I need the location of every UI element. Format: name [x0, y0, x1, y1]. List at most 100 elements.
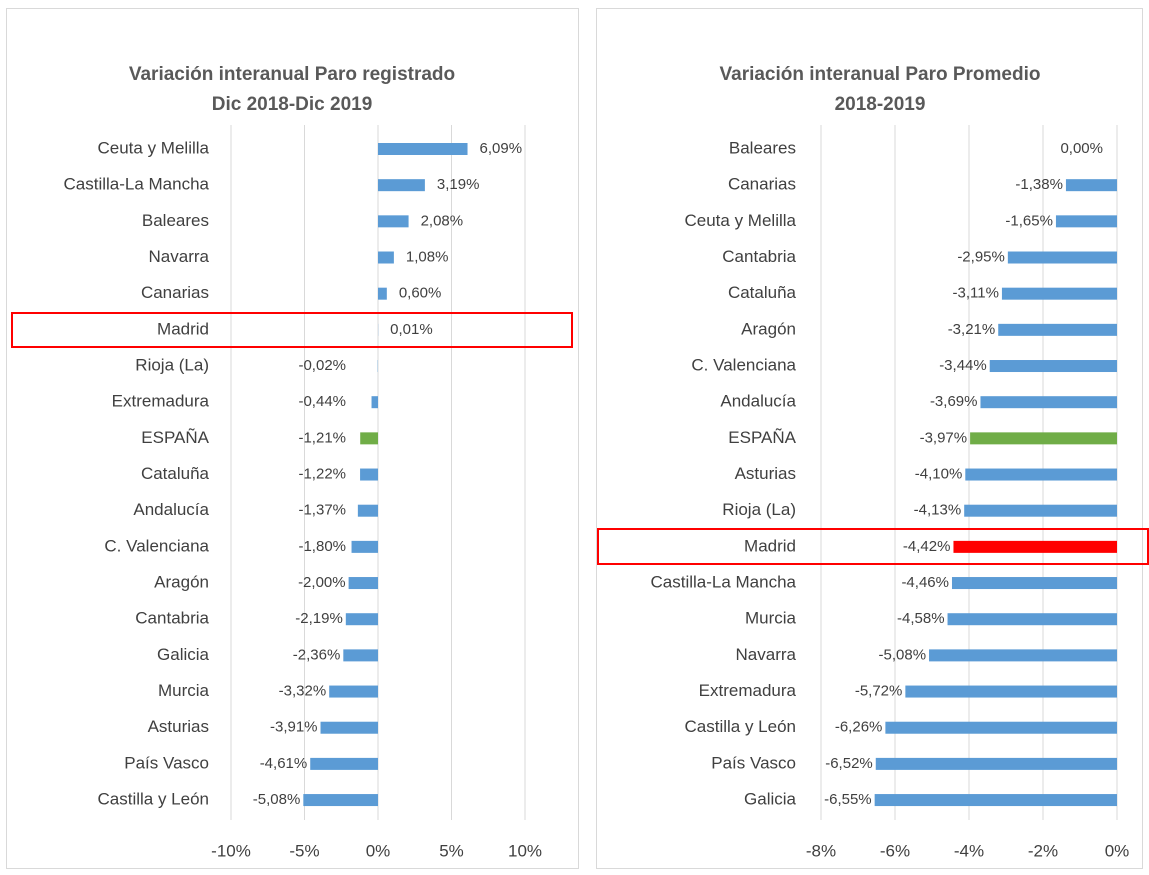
category-label: País Vasco — [711, 753, 796, 772]
x-tick-label: 0% — [1105, 841, 1130, 860]
value-label: -5,72% — [855, 683, 903, 700]
bar — [360, 432, 378, 445]
value-label: 0,60% — [399, 285, 442, 302]
category-label: Extremadura — [699, 681, 797, 700]
value-label: -4,58% — [897, 610, 945, 627]
chart-title: Variación interanual Paro Promedio — [720, 64, 1041, 85]
x-tick-label: -6% — [880, 841, 910, 860]
category-label: Madrid — [157, 319, 209, 338]
value-label: -2,00% — [298, 574, 346, 591]
bar — [980, 396, 1117, 409]
bar — [1065, 179, 1117, 192]
category-label: Canarias — [141, 283, 209, 302]
category-label: Murcia — [745, 609, 797, 628]
category-label: Castilla y León — [684, 717, 796, 736]
category-label: Madrid — [744, 536, 796, 555]
category-label: Cantabria — [135, 609, 209, 628]
value-label: -1,37% — [298, 502, 346, 519]
category-label: ESPAÑA — [728, 428, 796, 447]
value-label: -5,08% — [253, 791, 301, 808]
category-label: Castilla-La Mancha — [650, 573, 796, 592]
value-label: -3,32% — [279, 683, 327, 700]
bar — [970, 432, 1117, 445]
x-tick-label: 0% — [366, 841, 391, 860]
value-label: -2,19% — [295, 610, 343, 627]
chart-title: Variación interanual Paro registrado — [129, 64, 455, 85]
bar — [357, 504, 378, 517]
value-label: -4,13% — [914, 502, 962, 519]
category-label: Rioja (La) — [135, 356, 209, 375]
value-label: 3,19% — [437, 176, 480, 193]
category-label: Castilla y León — [97, 790, 209, 809]
bar — [874, 794, 1117, 807]
chart-title: Dic 2018-Dic 2019 — [212, 94, 373, 115]
category-label: Andalucía — [720, 392, 796, 411]
value-label: -1,21% — [298, 429, 346, 446]
value-label: -4,61% — [260, 755, 308, 772]
bar — [947, 613, 1117, 626]
bar — [320, 721, 378, 734]
category-label: Baleares — [729, 138, 796, 157]
bar — [378, 143, 468, 155]
bar — [378, 179, 425, 192]
bar — [885, 721, 1117, 734]
category-label: Galicia — [744, 790, 797, 809]
value-label: -3,91% — [270, 719, 318, 736]
value-label: -3,69% — [930, 393, 978, 410]
bar — [929, 649, 1117, 662]
value-label: -6,52% — [825, 755, 873, 772]
bar — [964, 504, 1117, 517]
value-label: -6,26% — [835, 719, 883, 736]
x-tick-label: 10% — [508, 841, 542, 860]
category-label: Aragón — [154, 573, 209, 592]
category-label: Navarra — [736, 645, 797, 664]
category-label: Navarra — [149, 247, 210, 266]
value-label: -0,02% — [298, 357, 346, 374]
highlight-box — [11, 312, 573, 348]
bar — [345, 613, 378, 626]
bar — [360, 468, 378, 481]
x-tick-label: -2% — [1028, 841, 1058, 860]
bar — [1055, 215, 1117, 228]
value-label: -5,08% — [879, 646, 927, 663]
category-label: Castilla-La Mancha — [63, 175, 209, 194]
value-label: -1,80% — [298, 538, 346, 555]
value-label: -6,55% — [824, 791, 872, 808]
category-label: Aragón — [741, 319, 796, 338]
category-label: Rioja (La) — [722, 500, 796, 519]
value-label: -4,10% — [915, 465, 963, 482]
value-label: -3,21% — [948, 321, 996, 338]
bar — [371, 396, 378, 409]
category-label: Baleares — [142, 211, 209, 230]
x-tick-label: -8% — [806, 841, 836, 860]
value-label: -2,36% — [293, 646, 341, 663]
category-label: Cantabria — [722, 247, 796, 266]
bar — [998, 323, 1117, 336]
bar — [953, 540, 1117, 553]
bar — [989, 360, 1117, 373]
value-label: 1,08% — [406, 248, 449, 265]
value-label: -3,11% — [953, 285, 999, 302]
category-label: C. Valenciana — [104, 536, 209, 555]
bar — [351, 540, 378, 553]
highlight-box — [597, 528, 1149, 565]
value-label: -1,65% — [1005, 212, 1053, 229]
bar — [343, 649, 378, 662]
value-label: -1,22% — [298, 465, 346, 482]
category-label: Murcia — [158, 681, 210, 700]
category-label: Ceuta y Melilla — [685, 211, 797, 230]
value-label: -4,46% — [901, 574, 949, 591]
category-label: Cataluña — [141, 464, 210, 483]
value-label: -1,38% — [1015, 176, 1063, 193]
bar — [965, 468, 1117, 481]
value-label: -3,44% — [939, 357, 987, 374]
bar — [905, 685, 1117, 698]
chart-title: 2018-2019 — [835, 94, 926, 115]
value-label: -3,97% — [920, 429, 968, 446]
bar — [348, 577, 378, 590]
category-label: Asturias — [735, 464, 796, 483]
category-label: Andalucía — [133, 500, 209, 519]
bar — [310, 757, 378, 770]
x-tick-label: -4% — [954, 841, 984, 860]
bar — [303, 794, 378, 807]
